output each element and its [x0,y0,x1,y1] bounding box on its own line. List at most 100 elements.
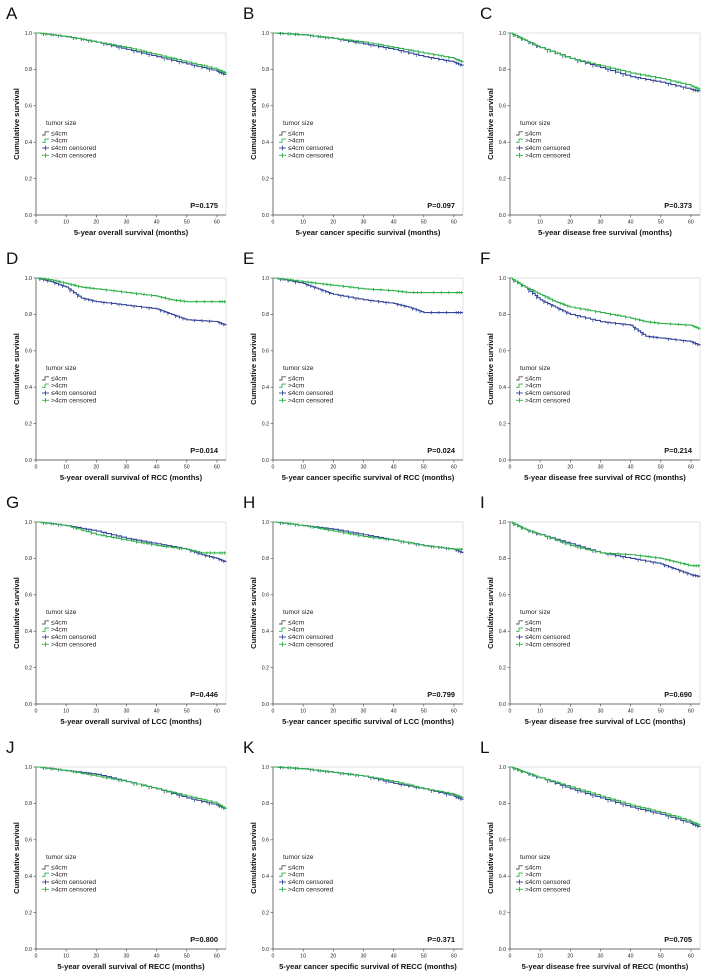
x-tick-label: 0 [272,220,275,226]
x-tick-label: 30 [124,953,130,959]
y-tick-label: 0.4 [262,385,269,391]
y-tick-label: 1.0 [262,520,269,526]
y-tick-label: 0.4 [25,140,32,146]
y-axis-title: Cumulative survival [249,577,258,649]
survival-curve-le4cm [36,32,227,75]
x-axis-title: 5-year overall survival of RECC (months) [57,962,205,971]
legend-item: >4cm [51,138,68,145]
legend-swatch-line [42,620,49,625]
legend-item: ≤4cm censored [51,390,96,397]
y-tick-label: 0.6 [25,348,32,354]
x-tick-label: 0 [509,464,512,470]
legend-item: >4cm [525,138,542,145]
y-tick-label: 0.6 [25,593,32,599]
legend-item: ≤4cm [525,375,542,382]
km-panel-c: C 0.0 0.2 0.4 0.6 0.8 1.0 0 10 20 30 40 50 60 5-year d… [474,0,711,245]
censor-marks-gt4cm [514,278,699,330]
y-tick-label: 0.6 [262,593,269,599]
y-tick-label: 0.2 [499,665,506,671]
y-tick-label: 0.8 [25,801,32,807]
x-tick-label: 40 [154,464,160,470]
x-tick-label: 0 [35,220,38,226]
y-tick-label: 0.4 [262,629,269,635]
x-tick-label: 60 [214,464,220,470]
km-panel-h: H 0.0 0.2 0.4 0.6 0.8 1.0 0 10 20 30 40 50 60 5-year c… [237,489,474,734]
survival-curve-le4cm [273,276,463,313]
y-axis-title: Cumulative survival [12,88,21,160]
x-tick-label: 10 [300,220,306,226]
legend-item: >4cm [288,627,305,634]
legend-item: ≤4cm censored [288,879,333,886]
x-tick-label: 50 [421,464,427,470]
x-tick-label: 30 [124,220,130,226]
y-tick-label: 0.6 [25,837,32,843]
x-tick-label: 40 [391,464,397,470]
panel-letter: C [480,4,492,23]
y-tick-label: 1.0 [25,31,32,37]
legend-title: tumor size [46,609,77,616]
km-panel-l: L 0.0 0.2 0.4 0.6 0.8 1.0 0 10 20 30 40 50 60 5-year d… [474,734,711,978]
legend-item: ≤4cm [288,619,305,626]
p-value: P=0.371 [427,935,455,944]
x-tick-label: 0 [35,953,38,959]
legend-title: tumor size [46,854,77,861]
y-tick-label: 0.8 [262,556,269,562]
y-tick-label: 1.0 [499,764,506,770]
x-tick-label: 0 [509,220,512,226]
x-axis-title: 5-year cancer specific survival (months) [296,228,441,237]
x-tick-label: 50 [184,709,190,715]
legend-title: tumor size [46,120,77,127]
panel-letter: I [480,493,485,512]
censor-marks-le4cm [43,766,225,810]
legend-title: tumor size [283,365,314,372]
legend-item: ≤4cm [288,864,305,871]
x-tick-label: 10 [63,220,69,226]
y-tick-label: 0.0 [25,213,32,219]
legend-swatch-line [516,375,523,380]
x-tick-label: 20 [567,464,573,470]
x-tick-label: 0 [272,709,275,715]
y-tick-label: 1.0 [262,31,269,37]
x-tick-label: 60 [688,464,694,470]
y-tick-label: 0.8 [499,67,506,73]
x-axis-title: 5-year overall survival (months) [74,228,189,237]
x-tick-label: 20 [93,953,99,959]
y-tick-label: 0.6 [499,104,506,110]
y-tick-label: 0.2 [499,910,506,916]
x-tick-label: 50 [184,953,190,959]
legend-item: >4cm [51,871,68,878]
censor-marks-le4cm [280,765,462,801]
x-tick-label: 10 [537,220,543,226]
y-tick-label: 1.0 [262,764,269,770]
legend-swatch-line [516,627,523,632]
legend-title: tumor size [283,120,314,127]
censor-marks-gt4cm [514,522,699,568]
legend-item: ≤4cm censored [288,634,333,641]
x-tick-label: 30 [361,953,367,959]
y-tick-label: 0.4 [499,385,506,391]
legend-swatch-line [279,375,286,380]
x-tick-label: 20 [330,953,336,959]
legend-swatch-line [279,620,286,625]
survival-curve-gt4cm [510,32,701,90]
x-tick-label: 30 [124,464,130,470]
y-tick-label: 1.0 [262,275,269,281]
x-tick-label: 50 [658,464,664,470]
x-tick-label: 30 [361,464,367,470]
legend-item: ≤4cm censored [288,145,333,152]
legend-item: >4cm censored [288,886,334,893]
x-tick-label: 10 [63,709,69,715]
y-tick-label: 0.8 [499,556,506,562]
legend-item: >4cm [288,871,305,878]
y-tick-label: 0.4 [25,874,32,880]
x-tick-label: 20 [93,220,99,226]
km-chart-e: E 0.0 0.2 0.4 0.6 0.8 1.0 0 10 20 30 40 50 60 5-year c… [243,249,464,482]
y-tick-label: 0.8 [262,801,269,807]
x-tick-label: 60 [688,709,694,715]
survival-curve-gt4cm [510,765,701,825]
legend-item: >4cm [51,382,68,389]
x-tick-label: 30 [598,709,604,715]
x-tick-label: 20 [330,464,336,470]
x-tick-label: 20 [93,709,99,715]
legend-title: tumor size [520,365,551,372]
